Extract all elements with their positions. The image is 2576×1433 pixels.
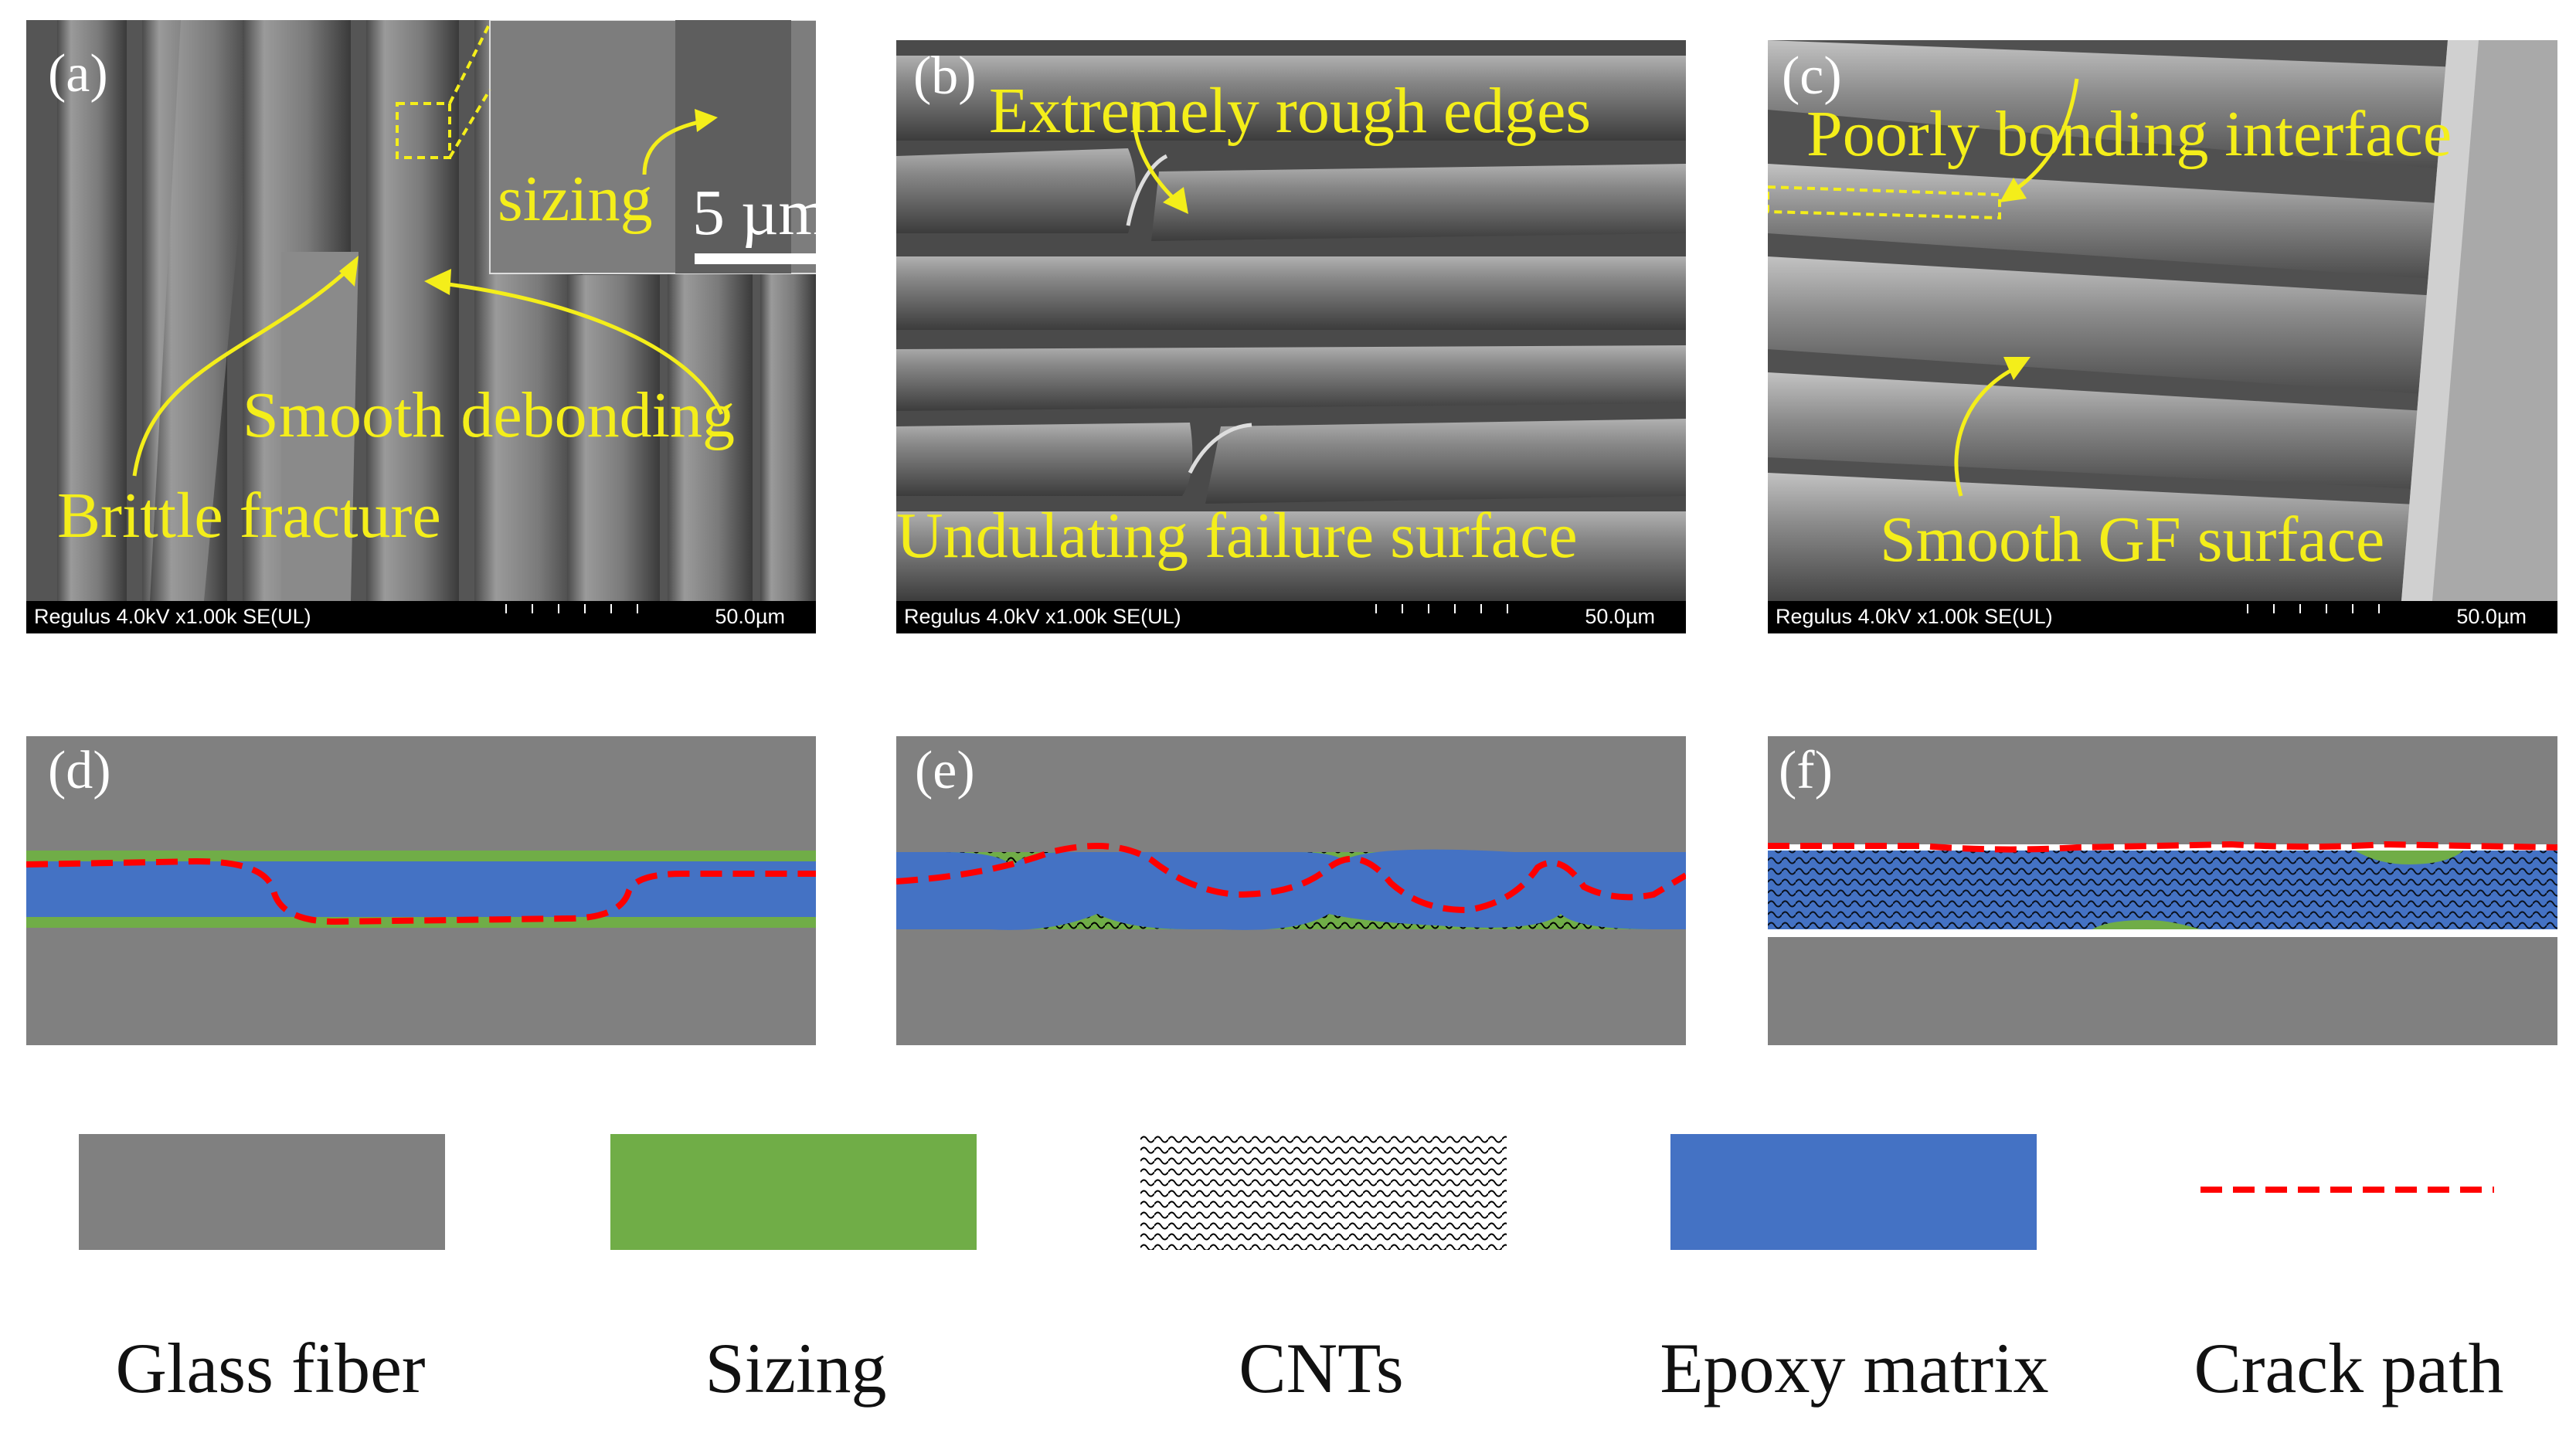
inset-scale-label: 5 µm (692, 177, 816, 249)
legend-label-epoxy-matrix: Epoxy matrix (1660, 1329, 2049, 1408)
panel-label-f: (f) (1779, 741, 1833, 800)
annotation-extremely-rough-edges: Extremely rough edges (989, 75, 1592, 147)
sem-scale-text: 50.0µm (2456, 605, 2527, 628)
sem-panel-c: (c) Poorly bonding interface Smooth GF s… (1768, 40, 2557, 633)
panel-label-e: (e) (915, 741, 975, 800)
crack-path-line (2200, 1187, 2494, 1193)
legend-swatch-crack-path (2200, 1182, 2494, 1197)
annotation-brittle-fracture: Brittle fracture (57, 480, 441, 552)
legend-label-sizing: Sizing (705, 1329, 887, 1408)
sem-scale-text: 50.0µm (715, 605, 785, 628)
annotation-undulating-failure-surface: Undulating failure surface (896, 500, 1578, 572)
sem-info-bar-b: Regulus 4.0kV x1.00k SE(UL) 50.0µm (896, 601, 1686, 633)
sem-scale-ticks (2247, 604, 2403, 613)
panel-label-a: (a) (48, 44, 108, 104)
annotation-smooth-gf-surface: Smooth GF surface (1880, 504, 2385, 576)
legend-swatch-glass-fiber (79, 1134, 445, 1250)
sem-info-bar-a: Regulus 4.0kV x1.00k SE(UL) 50.0µm (26, 601, 816, 633)
sem-scale-ticks (505, 604, 661, 613)
sem-panel-a: (a) sizing 5 µm Smooth debonding Brittle… (26, 20, 816, 633)
sem-info-text: Regulus 4.0kV x1.00k SE(UL) (904, 605, 1181, 628)
schematic-panel-e: (e) (896, 736, 1686, 1045)
sem-image-a (26, 20, 816, 601)
legend-label-cnts: CNTs (1239, 1329, 1404, 1408)
sem-info-text: Regulus 4.0kV x1.00k SE(UL) (34, 605, 311, 628)
annotation-smooth-debonding: Smooth debonding (243, 379, 736, 451)
panel-label-c: (c) (1782, 46, 1842, 106)
sem-info-text: Regulus 4.0kV x1.00k SE(UL) (1776, 605, 2053, 628)
panel-label-b: (b) (913, 46, 977, 106)
cnts-pattern (1140, 1134, 1507, 1250)
sem-scale-text: 50.0µm (1585, 605, 1655, 628)
sem-image-c (1768, 40, 2557, 601)
sem-image-b (896, 40, 1686, 601)
schematic-e (896, 843, 1686, 930)
sem-info-bar-c: Regulus 4.0kV x1.00k SE(UL) 50.0µm (1768, 601, 2557, 633)
schematic-panel-f: (f) (1768, 736, 2557, 1045)
inset-label-sizing: sizing (498, 163, 653, 235)
panel-label-d: (d) (48, 741, 111, 800)
schematic-panel-d: (d) (26, 736, 816, 1045)
sem-panel-b: (b) Extremely rough edges Undulating fai… (896, 40, 1686, 633)
annotation-poorly-bonding-interface: Poorly bonding interface (1806, 98, 2452, 170)
legend-label-glass-fiber: Glass fiber (115, 1329, 426, 1408)
schematic-f (1768, 840, 2557, 937)
legend-label-crack-path: Crack path (2194, 1329, 2504, 1408)
legend-swatch-sizing (610, 1134, 977, 1250)
schematic-d (26, 851, 816, 928)
legend-swatch-cnts (1140, 1134, 1507, 1250)
sem-scale-ticks (1375, 604, 1531, 613)
legend-swatch-epoxy-matrix (1670, 1134, 2037, 1250)
